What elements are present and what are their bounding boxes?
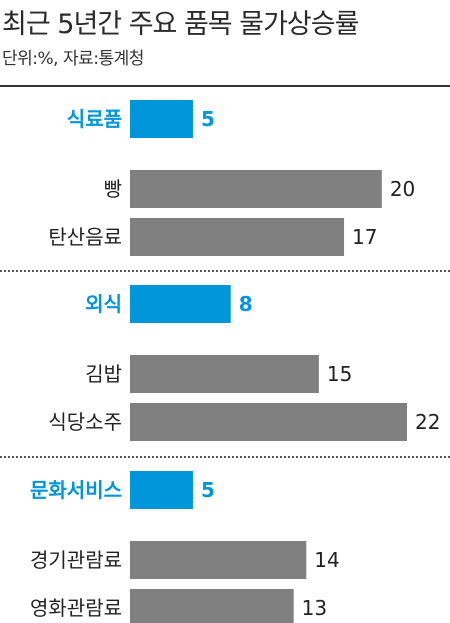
item-label: 경기관람료: [30, 548, 122, 572]
value-label: 14: [314, 548, 339, 572]
item-label: 식당소주: [48, 410, 122, 434]
item-label: 영화관람료: [30, 596, 122, 620]
item-bar: [130, 589, 294, 623]
value-label: 13: [302, 596, 327, 620]
item-bar: [130, 218, 345, 256]
value-label: 17: [352, 225, 377, 249]
item-bar: [130, 403, 407, 441]
category-label: 문화서비스: [30, 478, 122, 502]
category-bar: [130, 471, 193, 509]
value-label: 20: [390, 177, 415, 201]
group-separator: [0, 270, 450, 272]
item-label: 빵: [104, 177, 122, 201]
value-label: 5: [201, 478, 215, 502]
value-label: 8: [239, 292, 253, 316]
item-label: 탄산음료: [48, 225, 122, 249]
item-bar: [130, 170, 382, 208]
value-label: 5: [201, 107, 215, 131]
chart-subtitle: 단위:%, 자료:통계청: [2, 49, 144, 69]
category-label: 외식: [85, 292, 122, 316]
value-label: 15: [327, 362, 352, 386]
top-rule: [0, 85, 450, 87]
group-separator: [0, 456, 450, 458]
chart-title: 최근 5년간 주요 품목 물가상승률: [2, 9, 359, 40]
category-bar: [130, 100, 193, 138]
item-bar: [130, 541, 307, 579]
item-bar: [130, 355, 319, 393]
category-label: 식료품: [67, 107, 122, 131]
item-label: 김밥: [85, 362, 122, 386]
category-bar: [130, 285, 231, 323]
value-label: 22: [415, 410, 440, 434]
